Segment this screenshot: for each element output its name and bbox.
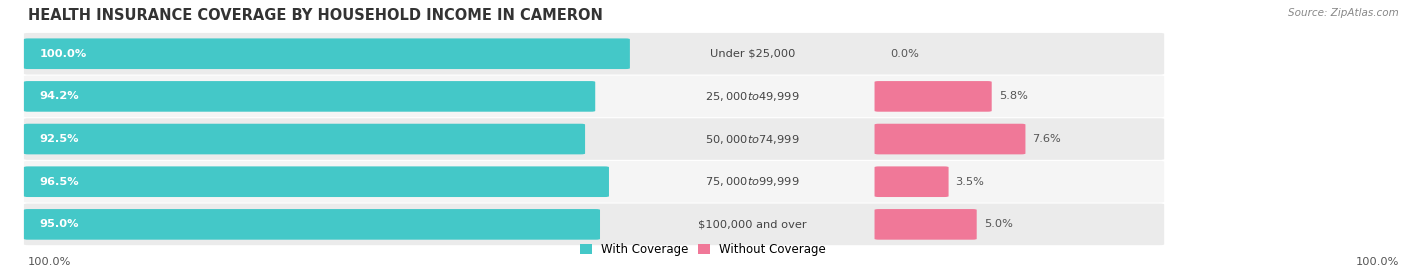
FancyBboxPatch shape (24, 81, 595, 112)
Legend: With Coverage, Without Coverage: With Coverage, Without Coverage (579, 243, 827, 256)
Text: $75,000 to $99,999: $75,000 to $99,999 (704, 175, 800, 188)
Text: Source: ZipAtlas.com: Source: ZipAtlas.com (1288, 8, 1399, 18)
FancyBboxPatch shape (24, 161, 1164, 202)
FancyBboxPatch shape (24, 124, 585, 154)
Text: 100.0%: 100.0% (1355, 257, 1399, 267)
Text: 100.0%: 100.0% (39, 49, 87, 59)
Text: 5.8%: 5.8% (998, 91, 1028, 102)
FancyBboxPatch shape (875, 124, 1025, 154)
Text: 7.6%: 7.6% (1032, 134, 1062, 144)
Text: 5.0%: 5.0% (984, 219, 1012, 230)
FancyBboxPatch shape (875, 209, 977, 240)
Text: 3.5%: 3.5% (956, 177, 984, 187)
Text: 92.5%: 92.5% (39, 134, 79, 144)
FancyBboxPatch shape (24, 33, 1164, 75)
FancyBboxPatch shape (24, 209, 600, 240)
FancyBboxPatch shape (24, 118, 1164, 160)
Text: $50,000 to $74,999: $50,000 to $74,999 (704, 133, 800, 146)
Text: 94.2%: 94.2% (39, 91, 79, 102)
Text: 96.5%: 96.5% (39, 177, 79, 187)
Text: Under $25,000: Under $25,000 (710, 49, 794, 59)
FancyBboxPatch shape (24, 166, 609, 197)
Text: $25,000 to $49,999: $25,000 to $49,999 (704, 90, 800, 103)
FancyBboxPatch shape (24, 38, 630, 69)
Text: 0.0%: 0.0% (890, 49, 920, 59)
FancyBboxPatch shape (24, 76, 1164, 117)
FancyBboxPatch shape (875, 166, 949, 197)
Text: 100.0%: 100.0% (28, 257, 72, 267)
Text: 95.0%: 95.0% (39, 219, 79, 230)
FancyBboxPatch shape (24, 204, 1164, 245)
FancyBboxPatch shape (875, 81, 991, 112)
Text: HEALTH INSURANCE COVERAGE BY HOUSEHOLD INCOME IN CAMERON: HEALTH INSURANCE COVERAGE BY HOUSEHOLD I… (28, 8, 603, 23)
Text: $100,000 and over: $100,000 and over (697, 219, 807, 230)
